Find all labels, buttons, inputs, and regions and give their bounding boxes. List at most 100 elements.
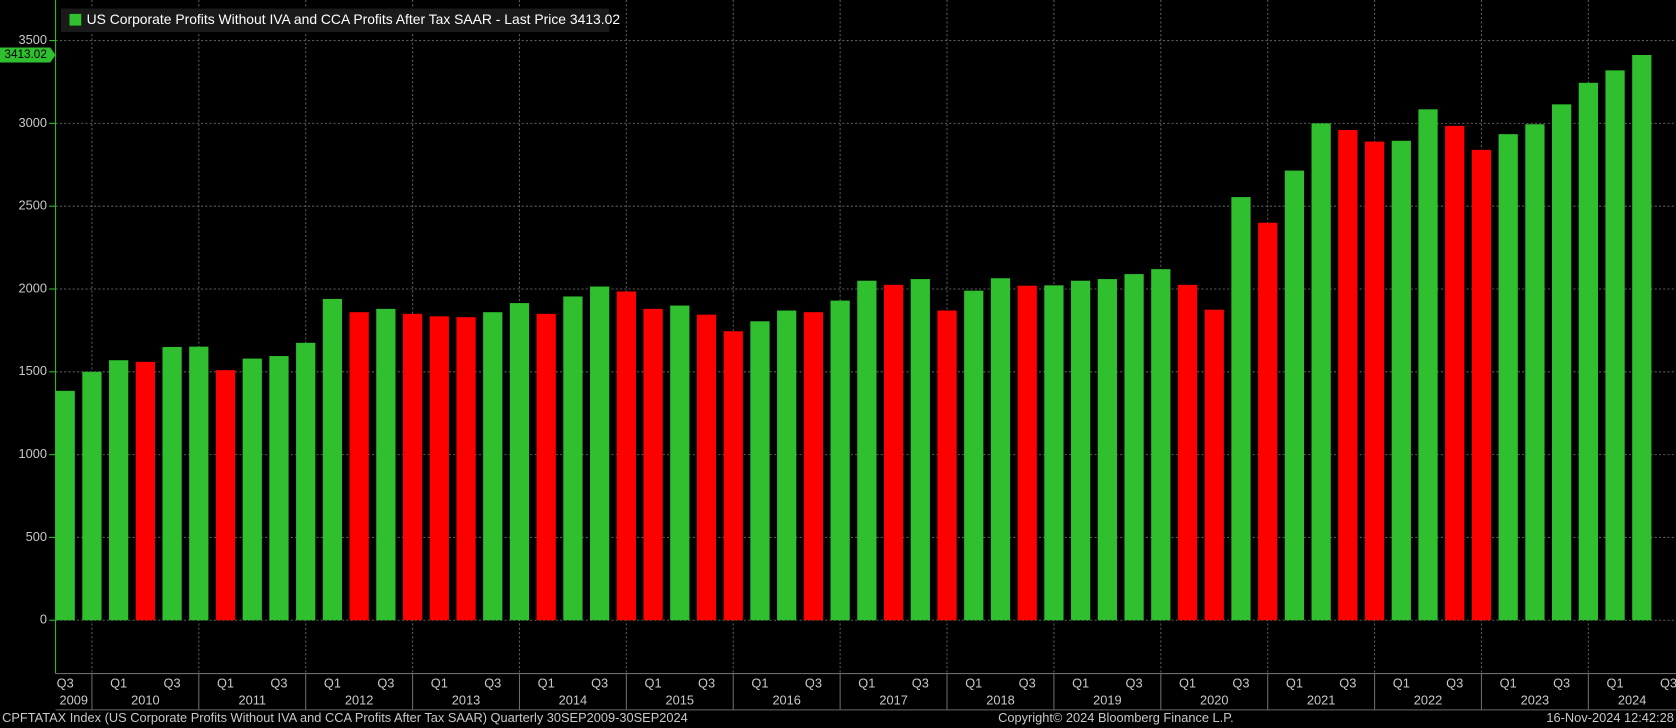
x-tick-label: Q3 [377, 676, 394, 691]
bar [723, 331, 743, 621]
x-tick-label: Q1 [538, 676, 555, 691]
x-tick-label: Q1 [1072, 676, 1089, 691]
bar [990, 278, 1011, 621]
bar [1498, 134, 1518, 621]
bar [910, 279, 930, 621]
x-tick-label: Q1 [858, 676, 875, 691]
year-label: 2015 [666, 693, 694, 708]
year-label: 2011 [238, 693, 266, 708]
x-tick-label: Q1 [1393, 676, 1410, 691]
x-tick-label: Q3 [1553, 676, 1570, 691]
year-label: 2019 [1093, 693, 1121, 708]
y-tick-label: 1000 [19, 446, 47, 461]
bar [296, 342, 316, 621]
bar [215, 370, 236, 621]
bar [1445, 125, 1465, 621]
bar [242, 358, 262, 621]
bar [1632, 54, 1652, 621]
year-label: 2023 [1521, 693, 1549, 708]
x-tick-label: Q3 [1019, 676, 1036, 691]
bar [830, 300, 850, 621]
x-tick-label: Q1 [965, 676, 982, 691]
bar [964, 290, 984, 621]
x-tick-label: Q1 [1286, 676, 1303, 691]
x-tick-label: Q1 [431, 676, 448, 691]
bar [1605, 70, 1625, 621]
bar [696, 314, 717, 621]
x-tick-label: Q1 [324, 676, 341, 691]
year-label: 2010 [131, 693, 159, 708]
bar [1578, 82, 1598, 621]
bar [590, 286, 610, 621]
year-label: 2021 [1307, 693, 1335, 708]
bar [1097, 279, 1117, 621]
bar [1391, 140, 1411, 621]
bar [55, 390, 75, 621]
x-tick-label: Q1 [645, 676, 662, 691]
x-tick-label: Q1 [1179, 676, 1196, 691]
bar [1364, 141, 1385, 621]
legend-box [60, 8, 610, 33]
bar [269, 356, 289, 621]
year-label: 2009 [60, 693, 88, 708]
x-tick-label: Q3 [698, 676, 715, 691]
year-label: 2022 [1414, 693, 1442, 708]
bar [1284, 170, 1305, 621]
bar [509, 303, 530, 621]
bar [189, 346, 209, 621]
y-tick-label: 2500 [19, 198, 47, 213]
year-label: 2024 [1618, 693, 1646, 708]
x-tick-label: Q3 [591, 676, 608, 691]
x-tick-label: Q3 [1660, 676, 1676, 691]
legend-text: US Corporate Profits Without IVA and CCA… [87, 11, 621, 27]
x-tick-label: Q3 [1126, 676, 1143, 691]
y-tick-label: 3500 [19, 32, 47, 47]
x-tick-label: Q3 [164, 676, 181, 691]
bar [1311, 123, 1331, 621]
x-tick-label: Q3 [912, 676, 929, 691]
bar-layer [55, 54, 1652, 621]
bar [616, 291, 636, 621]
year-label: 2012 [345, 693, 373, 708]
axis-layer: 0 500 1000 1500 2000 2500 3000 3500 2009 2010 2011… [0, 32, 1676, 710]
last-price-label: 3413.02 [4, 48, 46, 61]
bar [322, 298, 343, 621]
bar [162, 346, 182, 621]
x-tick-label: Q3 [270, 676, 287, 691]
bar [536, 313, 556, 621]
x-tick-label: Q1 [217, 676, 234, 691]
bar [1071, 280, 1091, 621]
year-label: 2020 [1200, 693, 1228, 708]
bar [456, 317, 476, 621]
bar [1124, 274, 1144, 621]
x-axis-band [0, 673, 1676, 710]
year-label: 2018 [986, 693, 1014, 708]
bar [1231, 197, 1251, 621]
bar [483, 312, 503, 621]
bar [1177, 284, 1198, 621]
bar [937, 310, 957, 621]
y-tick-label: 1500 [19, 363, 47, 378]
legend-swatch [69, 13, 82, 26]
x-tick-label: Q3 [1232, 676, 1249, 691]
bar [109, 360, 129, 621]
y-tick-label: 500 [26, 529, 47, 544]
bar [1552, 104, 1572, 621]
bar [563, 296, 583, 621]
footer-left: CPFTATAX Index (US Corporate Profits Wit… [2, 710, 688, 725]
x-tick-label: Q1 [1607, 676, 1624, 691]
bar [1258, 222, 1278, 621]
x-tick-label: Q1 [751, 676, 768, 691]
x-tick-label: Q3 [484, 676, 501, 691]
year-label: 2017 [879, 693, 907, 708]
bar [750, 321, 770, 621]
x-tick-label: Q3 [57, 676, 74, 691]
bar [376, 308, 396, 621]
bar [1204, 309, 1224, 621]
bar [1418, 109, 1438, 621]
bar [803, 312, 824, 621]
bar [1525, 124, 1545, 621]
bar [643, 308, 663, 621]
